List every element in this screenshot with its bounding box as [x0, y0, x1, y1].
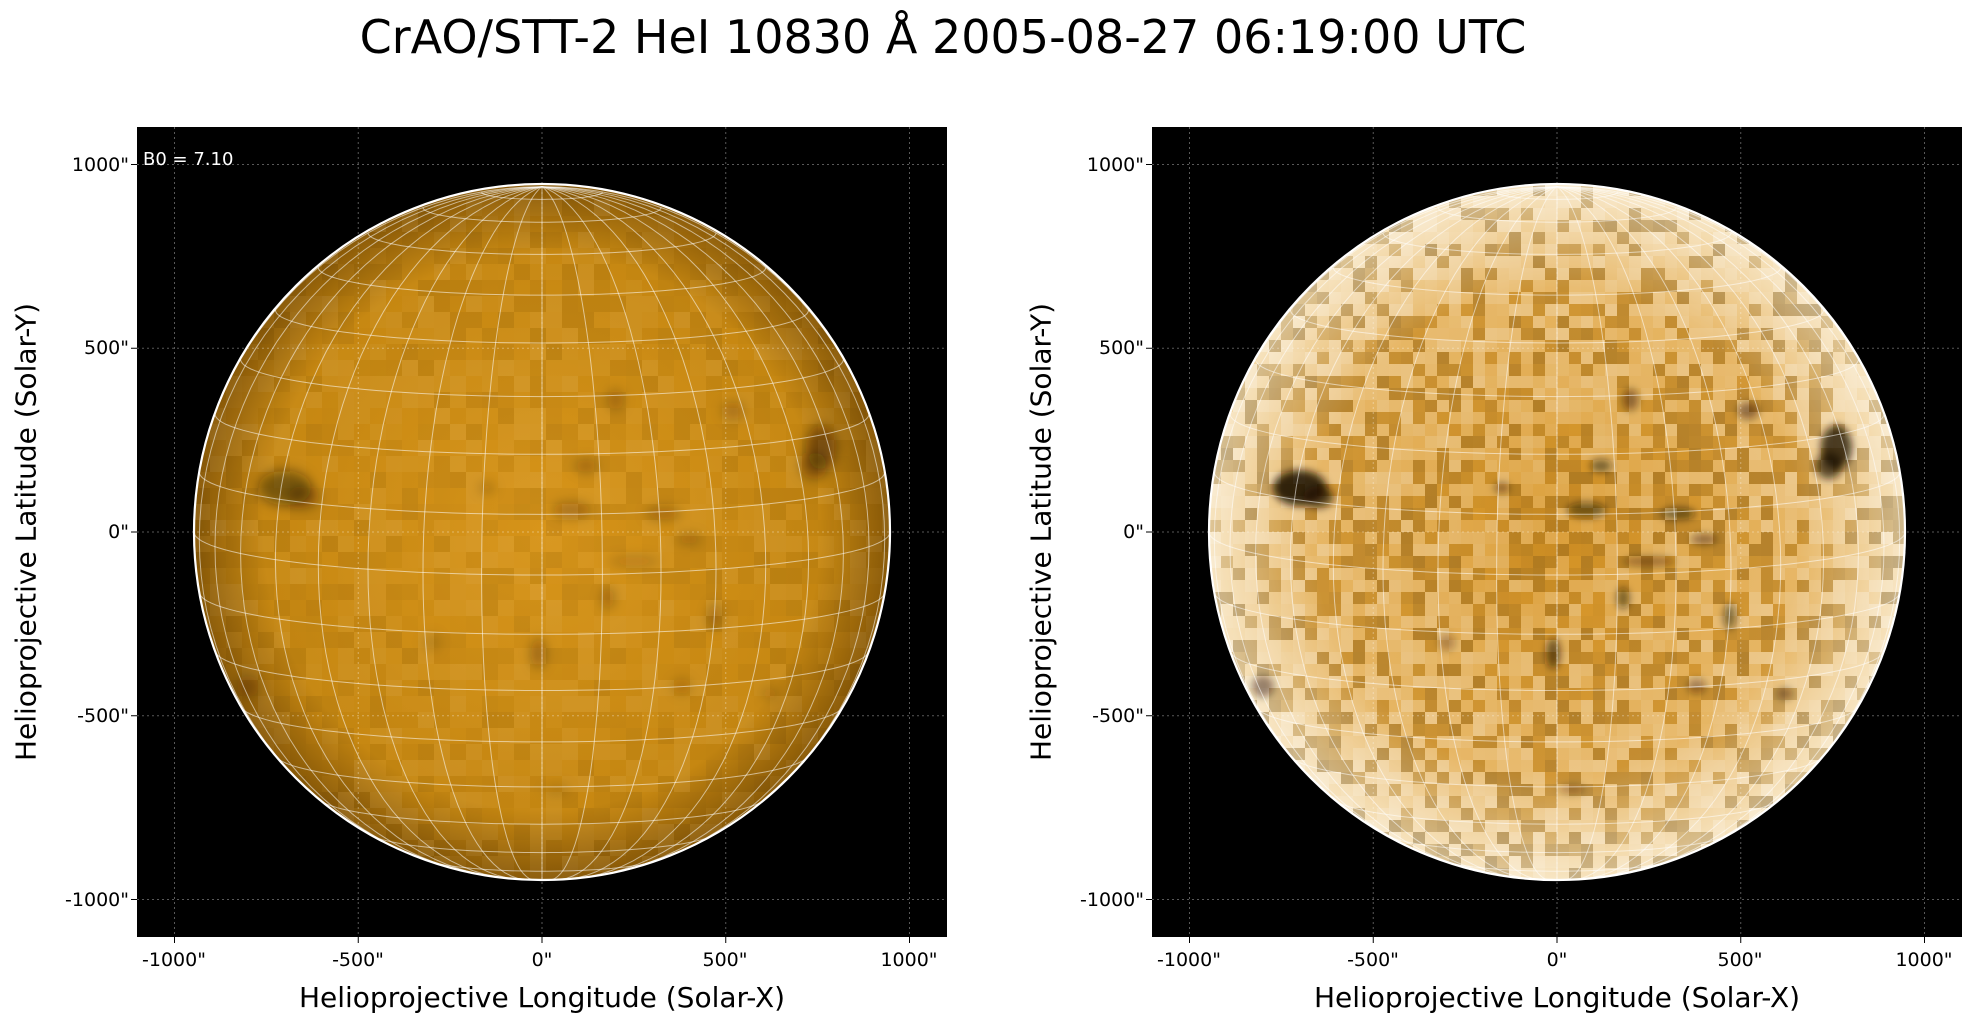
y-axis-label: Helioprojective Latitude (Solar-Y)	[1024, 302, 1058, 762]
y-tick-label: 0"	[108, 521, 129, 543]
y-tick-label: 500"	[1098, 337, 1144, 359]
solar-image-panel-left: B0 = 7.10	[131, 127, 947, 943]
x-tick-label: 500"	[1717, 949, 1763, 971]
y-axis-label: Helioprojective Latitude (Solar-Y)	[9, 302, 43, 762]
x-tick-label: -500"	[1347, 949, 1399, 971]
x-axis-label: Helioprojective Longitude (Solar-X)	[1313, 981, 1801, 1014]
x-tick-label: -500"	[332, 949, 384, 971]
b0-annotation: B0 = 7.10	[143, 149, 234, 170]
y-tick-label: 1000"	[71, 154, 129, 176]
x-tick-label: -1000"	[142, 949, 206, 971]
y-tick-label: 0"	[1123, 521, 1144, 543]
y-tick-label: -1000"	[1080, 889, 1144, 911]
y-tick-label: -500"	[1092, 705, 1144, 727]
x-tick-label: -1000"	[1157, 949, 1221, 971]
x-tick-label: 1000"	[1895, 949, 1953, 971]
y-tick-label: 500"	[83, 337, 129, 359]
x-tick-label: 0"	[531, 949, 553, 971]
x-tick-label: 500"	[702, 949, 748, 971]
x-axis-label: Helioprojective Longitude (Solar-X)	[298, 981, 786, 1014]
figure-title: CrAO/STT-2 HeI 10830 Å 2005-08-27 06:19:…	[359, 10, 1527, 64]
x-tick-label: 0"	[1546, 949, 1568, 971]
y-tick-label: 1000"	[1086, 154, 1144, 176]
y-tick-label: -500"	[77, 705, 129, 727]
solar-image-panel-right	[1146, 127, 1962, 943]
solar-disk-image	[131, 127, 947, 943]
x-tick-label: 1000"	[880, 949, 938, 971]
solar-disk-image	[1146, 127, 1962, 943]
y-tick-label: -1000"	[65, 889, 129, 911]
dark-features	[1251, 388, 1852, 795]
heliographic-grid	[194, 186, 890, 880]
heliographic-grid	[1209, 186, 1905, 880]
